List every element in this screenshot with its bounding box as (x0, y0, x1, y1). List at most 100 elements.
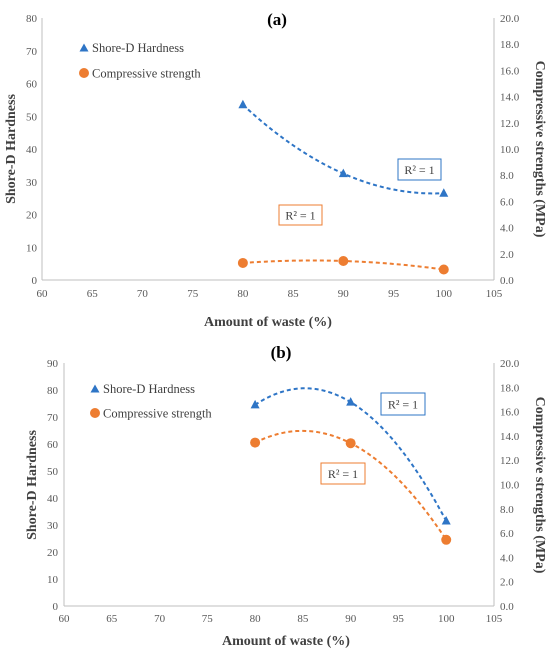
data-point-series-0 (439, 188, 449, 197)
y2-tick-label: 8.0 (500, 170, 514, 182)
legend: Shore-D Hardness Compressive strength (79, 41, 201, 81)
y2-tick-label: 8.0 (500, 504, 514, 516)
y2-tick-label: 4.0 (500, 223, 514, 235)
y2-tick-label: 2.0 (500, 249, 514, 261)
y2-tick-label: 14.0 (500, 92, 520, 104)
x-tick-label: 105 (486, 288, 503, 300)
y-tick-label: 80 (47, 385, 59, 397)
data-point-series-1 (237, 257, 248, 268)
y2-tick-labels: 0.0 2.0 4.0 6.0 8.0 10.0 12.0 14.0 16.0 … (500, 358, 520, 613)
y2-tick-label: 6.0 (500, 196, 514, 208)
legend-marker-strength (90, 408, 100, 418)
x-tick-labels: 60 65 70 75 80 85 90 95 100 105 (37, 288, 503, 300)
r2-label-strength: R² = 1 (285, 209, 315, 223)
legend-label-hardness: Shore-D Hardness (92, 41, 184, 55)
x-tick-label: 90 (338, 288, 350, 300)
y-tick-label: 60 (47, 439, 59, 451)
r2-box-hardness: R² = 1 (380, 392, 426, 416)
y2-tick-label: 14.0 (500, 431, 520, 443)
y-tick-label: 0 (32, 275, 38, 287)
data-point-series-1 (345, 438, 356, 449)
y2-tick-label: 20.0 (500, 13, 520, 25)
y2-tick-label: 10.0 (500, 144, 520, 156)
y2-tick-label: 12.0 (500, 455, 520, 467)
data-point-series-1 (441, 534, 452, 545)
r2-box-hardness-frame (380, 392, 426, 416)
chart-panel-b: (b) 60 65 70 75 80 85 90 95 100 105 0 10… (25, 343, 547, 649)
r2-box-hardness: R² = 1 (397, 158, 442, 181)
y2-tick-label: 2.0 (500, 577, 514, 589)
data-point-series-0 (250, 399, 260, 409)
data-point-series-0 (238, 99, 248, 109)
y-tick-labels: 0 10 20 30 40 50 60 70 80 (26, 13, 38, 287)
x-axis-title: Amount of waste (%) (204, 315, 332, 330)
y2-tick-label: 18.0 (500, 382, 520, 394)
y2-tick-labels: 0.0 2.0 4.0 6.0 8.0 10.0 12.0 14.0 16.0 … (500, 13, 520, 287)
data-point-series-0 (338, 168, 348, 178)
x-tick-label: 60 (37, 288, 49, 300)
panel-label: (a) (267, 10, 287, 29)
data-point-series-0 (346, 397, 356, 406)
y-tick-label: 40 (26, 144, 38, 156)
data-point-series-1 (338, 256, 349, 267)
y2-tick-label: 20.0 (500, 358, 520, 370)
y2-axis-title: Compressive strengths (MPa) (532, 61, 547, 238)
x-tick-label: 70 (154, 613, 166, 625)
r2-box-hardness-frame (397, 158, 442, 181)
panel-label: (b) (271, 343, 292, 362)
chart-panel-a: (a) 60 65 70 75 80 85 90 95 100 105 0 10… (4, 10, 547, 330)
data-point-series-1 (250, 437, 261, 448)
x-tick-label: 90 (345, 613, 357, 625)
y2-tick-label: 16.0 (500, 65, 520, 77)
y2-tick-label: 4.0 (500, 552, 514, 564)
y-tick-label: 50 (26, 111, 38, 123)
y-axis-title: Shore-D Hardness (4, 94, 19, 204)
plot-area (237, 99, 449, 275)
x-axis-title: Amount of waste (%) (222, 634, 350, 649)
y-tick-label: 30 (47, 520, 59, 532)
legend-label-hardness: Shore-D Hardness (103, 382, 195, 396)
x-tick-label: 70 (137, 288, 149, 300)
legend-label-strength: Compressive strength (92, 67, 201, 81)
legend-marker-strength (79, 68, 89, 78)
x-tick-label: 80 (237, 288, 249, 300)
x-tick-label: 75 (202, 613, 214, 625)
r2-box-strength: R² = 1 (278, 204, 323, 226)
y-tick-label: 20 (47, 547, 59, 559)
r2-label-hardness: R² = 1 (388, 398, 418, 412)
r2-box-strength-frame (320, 462, 366, 485)
data-point-series-1 (438, 264, 449, 275)
x-tick-label: 60 (59, 613, 71, 625)
x-tick-label: 100 (436, 288, 453, 300)
x-tick-label: 85 (297, 613, 309, 625)
r2-box-strength-frame (278, 204, 323, 226)
y2-tick-label: 16.0 (500, 407, 520, 419)
y-tick-label: 70 (26, 46, 38, 58)
r2-label-strength: R² = 1 (328, 467, 358, 481)
x-tick-label: 85 (288, 288, 300, 300)
y2-tick-label: 18.0 (500, 39, 520, 51)
y-tick-label: 40 (47, 493, 59, 505)
y2-axis-title: Compressive strengths (MPa) (532, 397, 547, 574)
y2-tick-label: 10.0 (500, 480, 520, 492)
y-tick-label: 90 (47, 358, 59, 370)
y2-tick-label: 6.0 (500, 528, 514, 540)
x-tick-label: 95 (388, 288, 400, 300)
y2-tick-label: 0.0 (500, 601, 514, 613)
y2-tick-label: 12.0 (500, 118, 520, 130)
y-tick-label: 80 (26, 13, 38, 25)
y-axis-title: Shore-D Hardness (25, 430, 40, 540)
x-tick-label: 105 (486, 613, 503, 625)
y-tick-label: 10 (26, 242, 38, 254)
x-tick-label: 75 (187, 288, 199, 300)
y-tick-label: 70 (47, 412, 59, 424)
plot-area (250, 387, 452, 545)
y-tick-label: 20 (26, 210, 38, 222)
y-tick-label: 30 (26, 177, 38, 189)
y2-tick-label: 0.0 (500, 275, 514, 287)
y-tick-labels: 0 10 20 30 40 50 60 70 80 90 (47, 358, 59, 613)
legend-label-strength: Compressive strength (103, 407, 212, 421)
x-tick-label: 100 (438, 613, 455, 625)
x-tick-label: 95 (393, 613, 405, 625)
